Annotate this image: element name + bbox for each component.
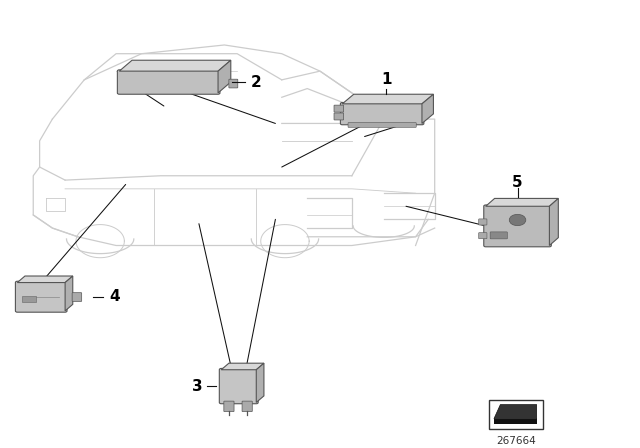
Polygon shape [422,94,433,124]
FancyBboxPatch shape [220,368,258,404]
Polygon shape [221,363,264,370]
Text: 267664: 267664 [496,436,536,446]
FancyBboxPatch shape [484,205,551,247]
Text: 2: 2 [251,74,262,90]
Polygon shape [549,198,558,246]
Circle shape [509,214,526,226]
Text: 4: 4 [109,289,120,304]
Text: 5: 5 [512,175,523,190]
Polygon shape [65,276,73,311]
FancyBboxPatch shape [15,281,67,312]
Polygon shape [342,94,433,104]
Text: 3: 3 [192,379,202,394]
FancyBboxPatch shape [242,401,252,412]
Polygon shape [17,276,73,283]
FancyBboxPatch shape [334,105,344,112]
Bar [489,400,543,429]
FancyBboxPatch shape [479,219,487,225]
Polygon shape [486,198,558,206]
FancyBboxPatch shape [340,103,424,125]
Text: 1: 1 [381,73,392,87]
Bar [22,296,36,302]
FancyBboxPatch shape [224,401,234,412]
FancyBboxPatch shape [479,233,487,239]
FancyBboxPatch shape [490,232,508,239]
Polygon shape [494,405,537,419]
Bar [494,419,537,424]
FancyBboxPatch shape [72,293,82,302]
FancyBboxPatch shape [334,113,344,120]
Polygon shape [119,60,231,71]
Polygon shape [256,363,264,402]
FancyBboxPatch shape [229,79,238,88]
FancyBboxPatch shape [348,123,416,127]
Polygon shape [218,60,231,93]
FancyBboxPatch shape [117,70,220,94]
